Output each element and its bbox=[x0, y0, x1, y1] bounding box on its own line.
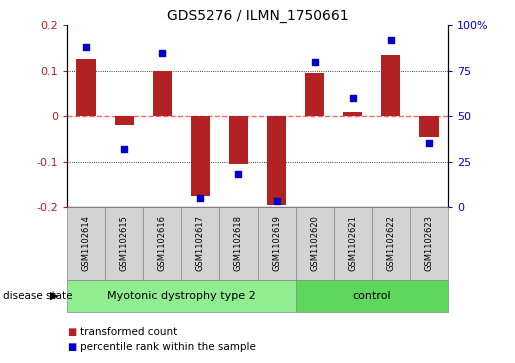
Bar bbox=[382, 55, 401, 116]
Point bbox=[196, 195, 204, 201]
Text: ▶: ▶ bbox=[50, 291, 58, 301]
Text: GSM1102619: GSM1102619 bbox=[272, 215, 281, 271]
Text: transformed count: transformed count bbox=[80, 327, 177, 337]
Point bbox=[349, 95, 357, 101]
Text: GSM1102623: GSM1102623 bbox=[424, 215, 434, 271]
Bar bbox=[419, 116, 439, 136]
Text: GSM1102618: GSM1102618 bbox=[234, 215, 243, 271]
Bar bbox=[114, 116, 134, 125]
Bar bbox=[344, 112, 363, 116]
Text: GSM1102622: GSM1102622 bbox=[386, 215, 396, 271]
Text: GSM1102620: GSM1102620 bbox=[310, 215, 319, 271]
Text: GSM1102614: GSM1102614 bbox=[81, 215, 91, 271]
Point bbox=[425, 140, 433, 146]
Title: GDS5276 / ILMN_1750661: GDS5276 / ILMN_1750661 bbox=[167, 9, 348, 23]
Bar bbox=[229, 116, 248, 164]
Point bbox=[158, 50, 166, 56]
Text: Myotonic dystrophy type 2: Myotonic dystrophy type 2 bbox=[107, 291, 255, 301]
Text: GSM1102615: GSM1102615 bbox=[119, 215, 129, 271]
Point bbox=[120, 146, 128, 152]
Point bbox=[272, 199, 281, 204]
Bar bbox=[153, 71, 172, 116]
Bar bbox=[76, 60, 96, 116]
Text: disease state: disease state bbox=[3, 291, 72, 301]
Point bbox=[82, 44, 90, 50]
Text: ■: ■ bbox=[67, 327, 76, 337]
Text: GSM1102617: GSM1102617 bbox=[196, 215, 205, 271]
Text: ■: ■ bbox=[67, 342, 76, 352]
Bar bbox=[305, 73, 324, 116]
Point bbox=[387, 37, 395, 43]
Text: GSM1102616: GSM1102616 bbox=[158, 215, 167, 271]
Bar bbox=[191, 116, 210, 196]
Bar bbox=[267, 116, 286, 205]
Point bbox=[311, 59, 319, 65]
Text: GSM1102621: GSM1102621 bbox=[348, 215, 357, 271]
Point bbox=[234, 171, 243, 177]
Text: percentile rank within the sample: percentile rank within the sample bbox=[80, 342, 256, 352]
Text: control: control bbox=[352, 291, 391, 301]
